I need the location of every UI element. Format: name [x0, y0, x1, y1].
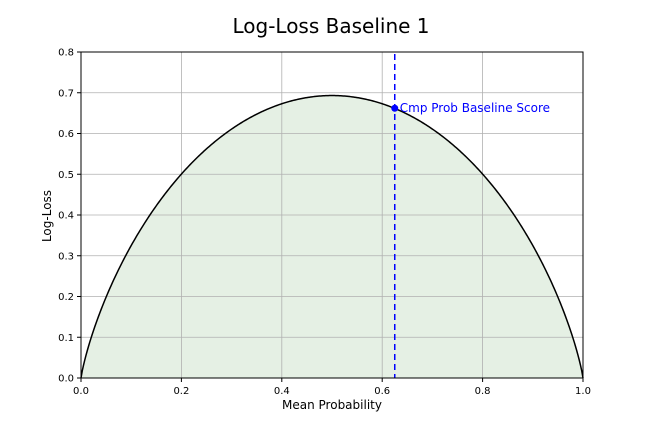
y-tick-label: 0.2 [58, 292, 74, 303]
x-tick-label: 1.0 [575, 386, 591, 397]
baseline-score-marker [391, 104, 399, 112]
y-tick-label: 0.1 [58, 333, 74, 344]
y-axis-label: Log-Loss [40, 190, 54, 242]
reference-line-layer: Cmp Prob Baseline Score [391, 54, 550, 378]
area-fill [81, 95, 583, 378]
y-axis-ticks: 0.0 0.1 0.2 0.3 0.4 0.5 0.6 0.7 0.8 [58, 48, 81, 385]
y-tick-label: 0.7 [58, 88, 74, 99]
y-tick-label: 0.8 [58, 48, 74, 59]
y-tick-label: 0.6 [58, 129, 74, 140]
x-tick-label: 0.6 [374, 386, 390, 397]
series-line [80, 94, 584, 379]
baseline-annotation: Cmp Prob Baseline Score [400, 101, 550, 115]
y-tick-label: 0.5 [58, 170, 74, 181]
x-tick-label: 0.4 [274, 386, 290, 397]
log-loss-curve [80, 94, 584, 379]
y-tick-label: 0.4 [58, 211, 74, 222]
x-axis-label: Mean Probability [282, 398, 382, 412]
x-tick-label: 0.8 [475, 386, 491, 397]
y-tick-label: 0.3 [58, 251, 74, 262]
x-tick-label: 0.2 [173, 386, 189, 397]
chart-title: Log-Loss Baseline 1 [232, 14, 429, 38]
y-tick-label: 0.0 [58, 374, 74, 385]
grid [81, 52, 583, 378]
x-axis-ticks: 0.0 0.2 0.4 0.6 0.8 1.0 [73, 378, 591, 397]
area-fill-shape [81, 95, 583, 378]
x-tick-label: 0.0 [73, 386, 89, 397]
